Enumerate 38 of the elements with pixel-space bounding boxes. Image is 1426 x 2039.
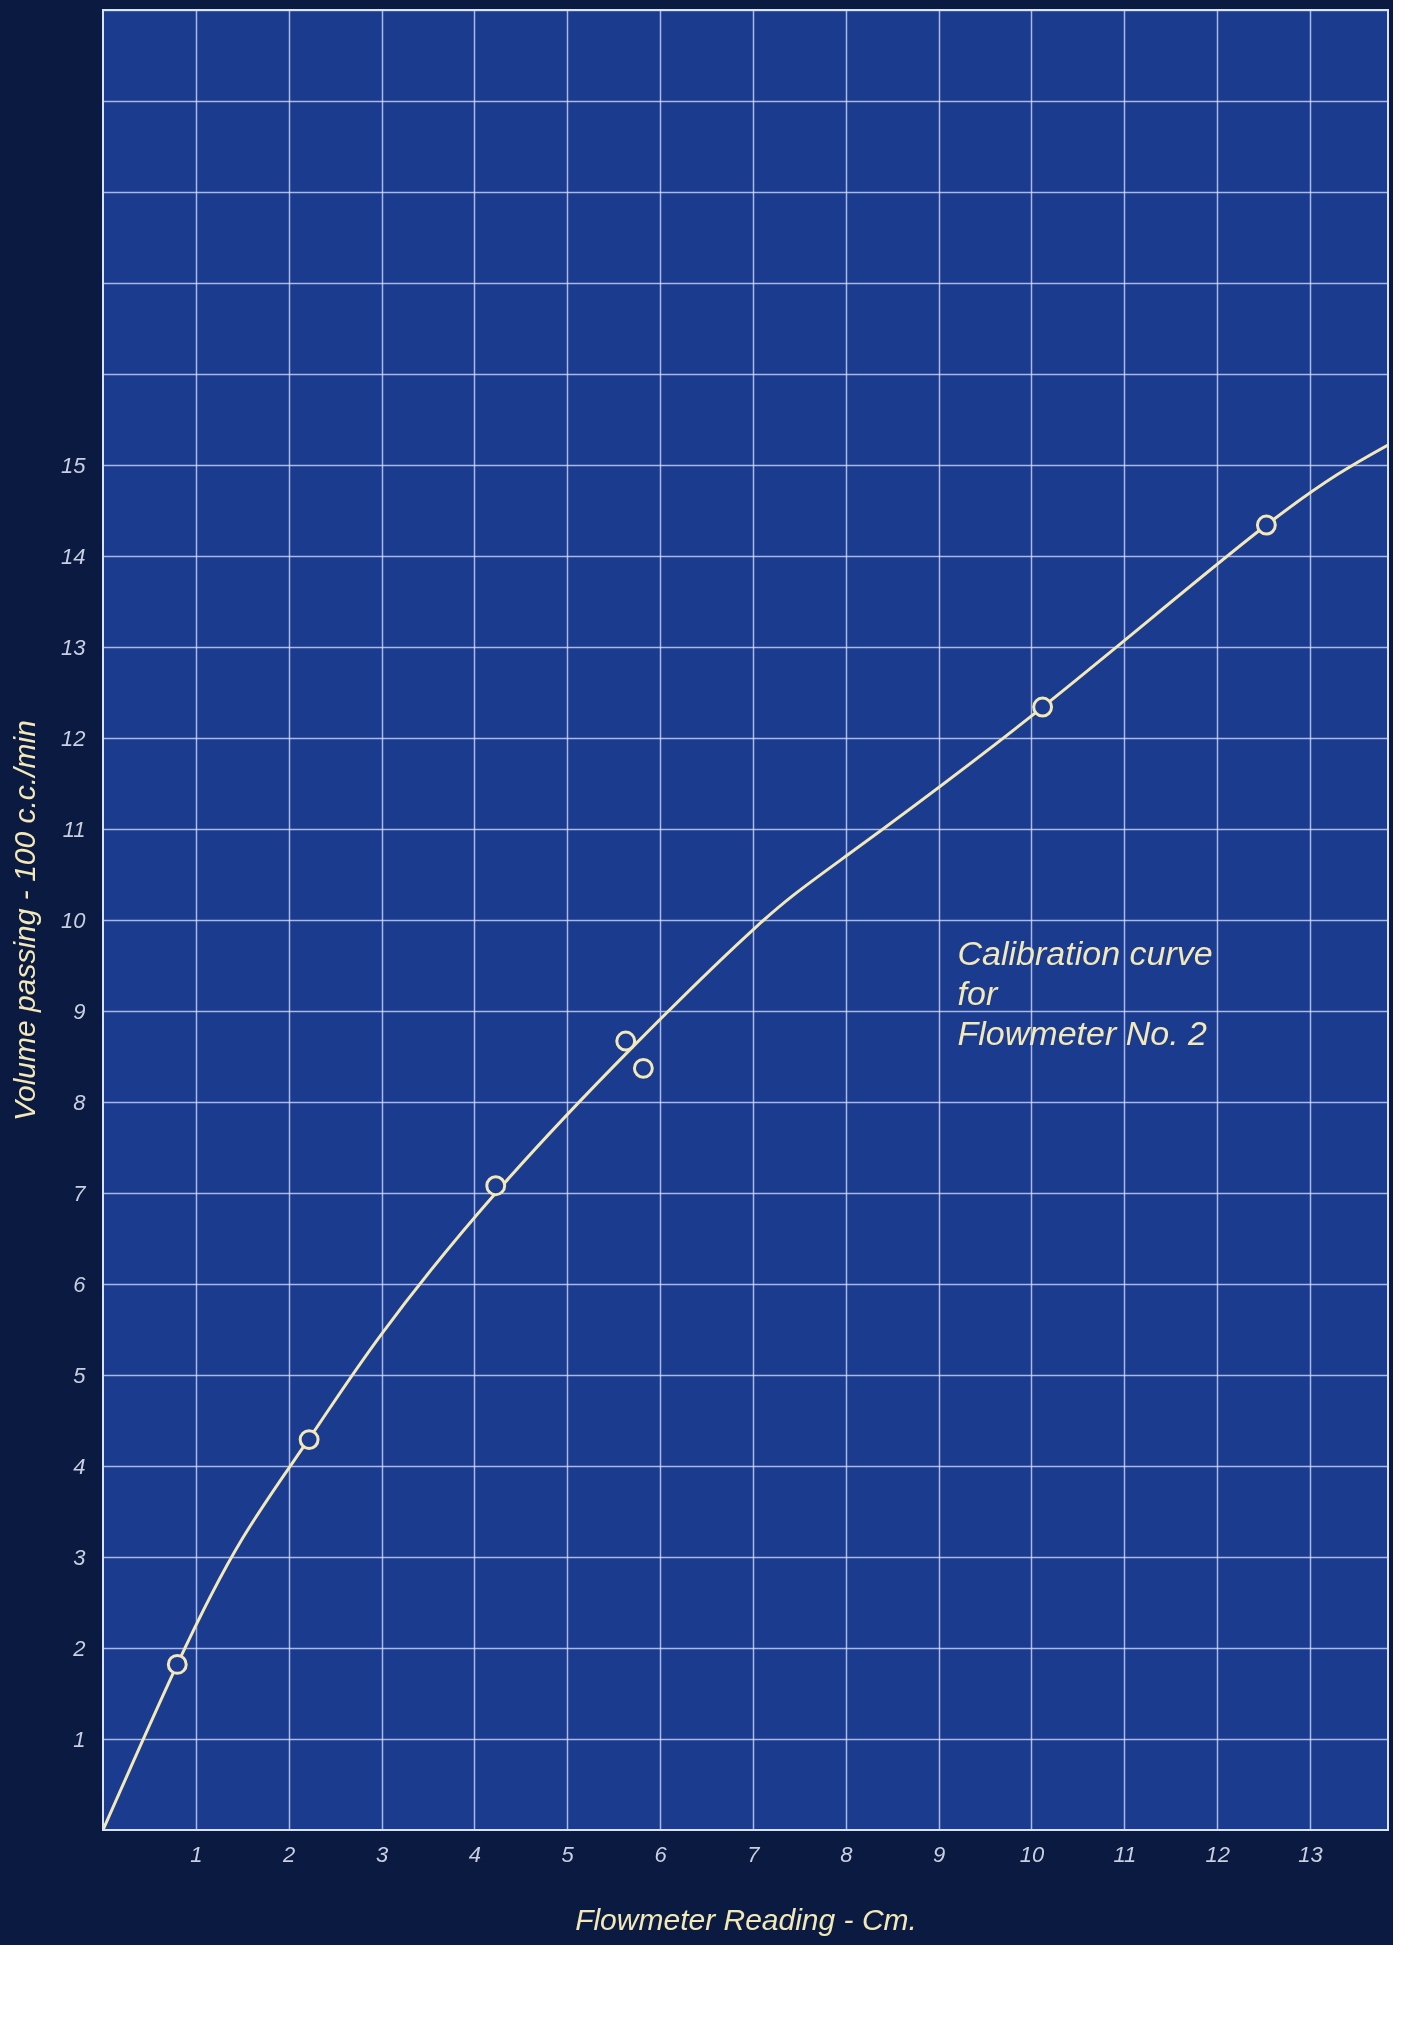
x-tick-label: 10 — [1019, 1841, 1045, 1867]
x-tick-label: 12 — [1205, 1841, 1230, 1867]
y-tick-label: 13 — [61, 634, 87, 660]
x-tick-label: 5 — [561, 1841, 575, 1867]
y-tick-label: 6 — [73, 1271, 87, 1297]
y-tick-label: 1 — [73, 1726, 86, 1752]
point — [298, 1429, 320, 1451]
y-tick-label: 14 — [61, 543, 86, 569]
x-tick-label: 4 — [468, 1841, 482, 1867]
y-tick-label: 5 — [73, 1362, 87, 1388]
y-tick-label: 7 — [73, 1180, 87, 1206]
y-tick-label: 4 — [73, 1453, 86, 1479]
x-tick-label: 7 — [747, 1841, 761, 1867]
y-tick-label: 9 — [73, 998, 86, 1024]
x-axis-title: Flowmeter Reading - Cm. — [575, 1902, 917, 1936]
point — [615, 1030, 637, 1052]
y-tick-label: 10 — [61, 907, 87, 933]
y-axis-title: Volume passing - 100 c.c./min — [8, 720, 42, 1121]
y-tick-label: 12 — [61, 725, 86, 751]
x-tick-label: 11 — [1113, 1841, 1137, 1867]
line-series — [103, 443, 1388, 1830]
y-tick-label: 8 — [73, 1089, 87, 1115]
x-tick-label: 13 — [1298, 1841, 1324, 1867]
point — [632, 1057, 654, 1079]
x-tick-label: 6 — [654, 1841, 668, 1867]
y-tick-label: 11 — [62, 816, 86, 842]
x-tick-label: 9 — [933, 1841, 946, 1867]
x-tick-label: 3 — [375, 1841, 389, 1867]
point — [1032, 696, 1054, 718]
x-tick-label: 2 — [282, 1841, 296, 1867]
x-tick-label: 1 — [190, 1841, 203, 1867]
y-tick-label: 2 — [72, 1635, 86, 1661]
point — [485, 1175, 507, 1197]
x-tick-label: 8 — [840, 1841, 854, 1867]
y-tick-label: 15 — [61, 452, 87, 478]
point — [166, 1653, 188, 1675]
point — [1255, 514, 1277, 536]
y-tick-label: 3 — [73, 1544, 87, 1570]
